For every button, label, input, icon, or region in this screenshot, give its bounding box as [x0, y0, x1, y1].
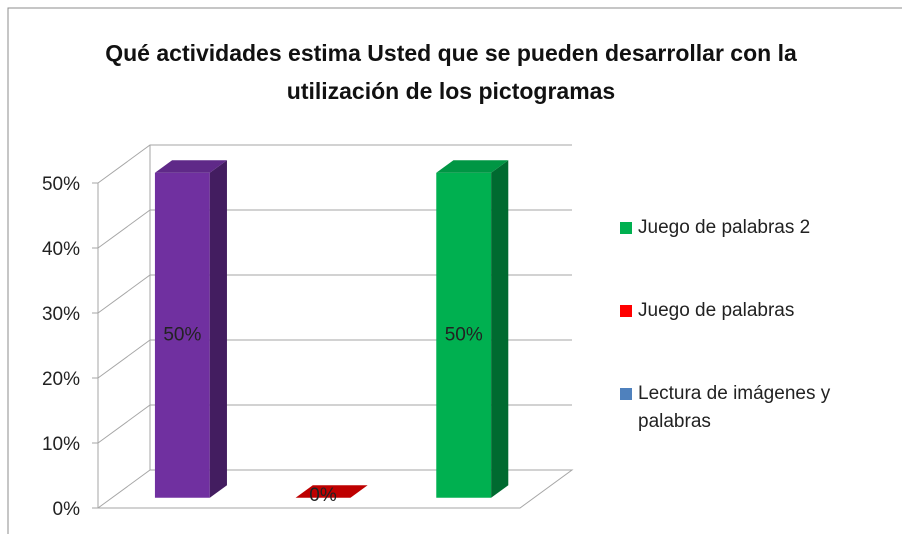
y-tick-label: 0% — [53, 499, 81, 520]
y-tick-label: 10% — [42, 434, 80, 455]
bar-side — [209, 160, 227, 498]
bar — [295, 485, 368, 498]
grid-line — [97, 274, 572, 314]
grid-line — [97, 339, 572, 379]
chart-border — [7, 7, 902, 534]
legend-swatch — [620, 222, 632, 234]
legend-item: Juego de palabras 2 — [620, 214, 890, 242]
bar-top — [154, 160, 227, 173]
bar-side — [491, 160, 509, 498]
legend-item: Juego de palabras — [620, 297, 890, 325]
data-label: 50% — [163, 324, 201, 345]
bar — [436, 160, 509, 498]
chart-title: Qué actividades estima Usted que se pued… — [105, 40, 797, 104]
grid-line — [97, 144, 572, 184]
legend-item: Lectura de imágenes y palabras — [620, 380, 890, 436]
y-tick-label: 40% — [42, 239, 80, 260]
legend-swatch — [620, 305, 632, 317]
y-tick-label: 50% — [42, 174, 80, 195]
bar — [154, 160, 227, 498]
bar-front — [154, 172, 210, 498]
legend: Juego de palabras 2 Juego de palabras Lect… — [620, 214, 890, 491]
legend-swatch — [620, 388, 632, 400]
grid-line — [97, 209, 572, 249]
legend-label: Lectura de imágenes y palabras — [638, 383, 831, 432]
grid-line — [97, 469, 572, 509]
legend-label: Juego de palabras — [638, 300, 795, 321]
bar-top — [295, 485, 368, 498]
legend-label: Juego de palabras 2 — [638, 217, 811, 238]
bar-front — [436, 172, 492, 498]
data-label: 0% — [309, 485, 337, 506]
y-tick-label: 30% — [42, 304, 80, 325]
bar-top — [436, 160, 509, 173]
y-tick-label: 20% — [42, 369, 80, 390]
data-label: 50% — [445, 324, 483, 345]
grid-line — [97, 404, 572, 444]
